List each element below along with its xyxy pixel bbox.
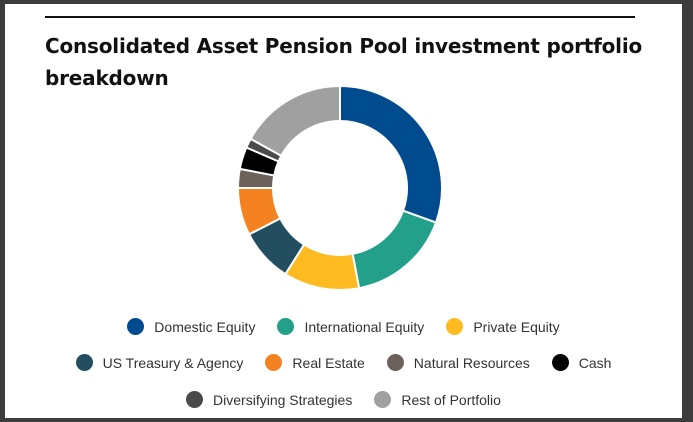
legend-item-real-estate: Real Estate xyxy=(265,354,365,371)
legend-item-private-equity: Private Equity xyxy=(446,318,560,335)
donut-slice-domestic-equity xyxy=(339,84,443,224)
legend-item-domestic-equity: Domestic Equity xyxy=(127,318,255,335)
legend-label: Private Equity xyxy=(473,318,560,335)
donut-slice-rest-of-portfolio xyxy=(249,84,341,158)
legend-label: Domestic Equity xyxy=(154,318,256,335)
legend-swatch xyxy=(386,354,404,371)
legend-label: US Treasury & Agency xyxy=(102,354,244,371)
legend-label: Cash xyxy=(578,354,612,371)
donut-slice-international-equity xyxy=(351,209,438,290)
legend-label: International Equity xyxy=(304,318,425,335)
legend-item-diversifying-strategies: Diversifying Strategies xyxy=(186,391,352,408)
legend-item-cash: Cash xyxy=(551,354,612,371)
legend-swatch xyxy=(186,391,204,408)
legend-swatch xyxy=(551,354,569,371)
legend-label: Natural Resources xyxy=(413,354,530,371)
donut-chart xyxy=(236,84,443,291)
legend-swatch xyxy=(277,318,295,335)
legend-swatch xyxy=(75,354,93,371)
chart-card: Consolidated Asset Pension Pool investme… xyxy=(5,4,682,418)
legend-item-international-equity: International Equity xyxy=(277,318,424,335)
legend-item-rest-of-portfolio: Rest of Portfolio xyxy=(374,391,501,408)
chart-title: Consolidated Asset Pension Pool investme… xyxy=(45,34,643,90)
legend-swatch xyxy=(446,318,464,335)
legend-item-natural-resources: Natural Resources xyxy=(386,354,530,371)
legend-label: Diversifying Strategies xyxy=(213,391,353,408)
legend-swatch xyxy=(127,318,145,335)
legend-row-2: US Treasury & Agency Real Estate Natural R… xyxy=(5,354,682,371)
title-rule xyxy=(45,16,635,18)
legend-swatch xyxy=(374,391,392,408)
legend-label: Rest of Portfolio xyxy=(401,391,501,408)
legend-label: Real Estate xyxy=(292,354,365,371)
legend-swatch xyxy=(265,354,283,371)
legend-row-1: Domestic Equity International Equity Priva… xyxy=(5,318,682,335)
legend-item-us-treasury-agency: US Treasury & Agency xyxy=(75,354,244,371)
legend-row-3: Diversifying Strategies Rest of Portfolio xyxy=(5,391,682,408)
